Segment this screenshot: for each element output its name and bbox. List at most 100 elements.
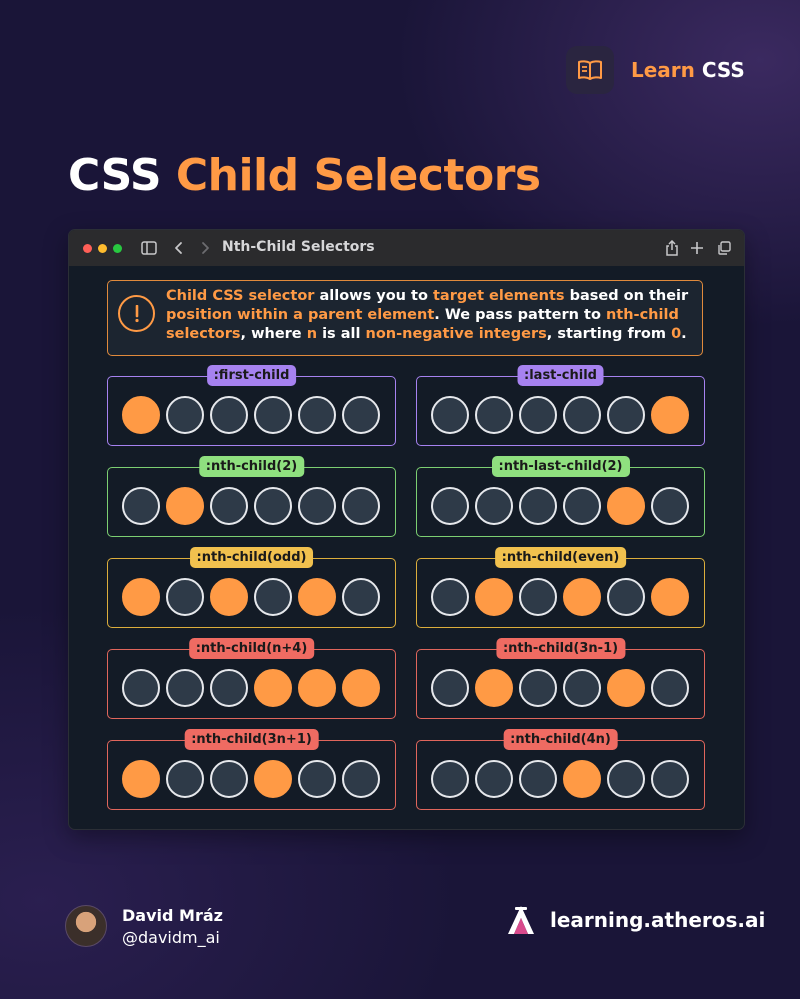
selected-child-circle: [122, 578, 160, 616]
browser-window: Nth-Child Selectors Child CSS selector a…: [68, 229, 745, 830]
page-title-white: CSS: [68, 150, 162, 201]
child-circle: [519, 578, 557, 616]
child-circle: [342, 578, 380, 616]
selector-label: :nth-child(even): [494, 547, 627, 568]
brand-name: Learn CSS: [631, 58, 745, 82]
selector-label: :nth-child(3n+1): [184, 729, 319, 750]
atheros-logo-icon: [508, 906, 534, 934]
selector-example: :first-child: [107, 365, 396, 446]
selector-example: :nth-child(odd): [107, 547, 396, 628]
child-circle: [431, 669, 469, 707]
selected-child-circle: [563, 760, 601, 798]
info-segment: allows you to: [314, 288, 433, 304]
selected-child-circle: [475, 578, 513, 616]
selected-child-circle: [651, 578, 689, 616]
child-circle: [431, 487, 469, 525]
child-circle: [254, 396, 292, 434]
child-circle: [342, 487, 380, 525]
child-circle: [607, 760, 645, 798]
back-icon[interactable]: [170, 239, 188, 257]
selector-example: :nth-last-child(2): [416, 456, 705, 537]
new-tab-icon[interactable]: [688, 239, 706, 257]
brand: Learn CSS: [566, 46, 745, 94]
info-highlight: Child CSS selector: [166, 288, 315, 304]
selector-example: :nth-child(n+4): [107, 638, 396, 719]
page-title: CSS Child Selectors: [68, 150, 541, 201]
child-circle: [651, 669, 689, 707]
child-circle: [254, 578, 292, 616]
selector-example: :nth-child(2): [107, 456, 396, 537]
selected-child-circle: [210, 578, 248, 616]
child-circle: [210, 669, 248, 707]
selected-child-circle: [298, 669, 336, 707]
author-handle: @davidm_ai: [122, 927, 220, 947]
info-segment: is all: [317, 326, 366, 342]
child-circle: [122, 487, 160, 525]
child-circle: [475, 396, 513, 434]
info-text: Child CSS selector allows you to target …: [166, 287, 696, 344]
child-circle: [210, 396, 248, 434]
selected-child-circle: [298, 578, 336, 616]
selector-example: :nth-child(4n): [416, 729, 705, 810]
child-circle: [298, 760, 336, 798]
window-title: Nth-Child Selectors: [222, 239, 375, 255]
child-circle: [210, 487, 248, 525]
child-circle: [563, 487, 601, 525]
selector-label: :nth-child(n+4): [188, 638, 315, 659]
child-circle: [519, 396, 557, 434]
child-circle: [166, 760, 204, 798]
child-circle: [166, 669, 204, 707]
info-highlight: target elements: [432, 288, 565, 304]
sidebar-toggle-icon[interactable]: [140, 239, 158, 257]
selector-label: :nth-child(odd): [189, 547, 314, 568]
selected-child-circle: [254, 669, 292, 707]
info-segment: .: [681, 326, 687, 342]
selected-child-circle: [607, 487, 645, 525]
window-titlebar: Nth-Child Selectors: [69, 230, 744, 266]
child-circle: [166, 396, 204, 434]
close-window-button[interactable]: [83, 244, 92, 253]
child-circle: [607, 396, 645, 434]
selector-example: :nth-child(even): [416, 547, 705, 628]
child-circle: [122, 669, 160, 707]
selected-child-circle: [254, 760, 292, 798]
child-circle: [519, 669, 557, 707]
selected-child-circle: [475, 669, 513, 707]
minimize-window-button[interactable]: [98, 244, 107, 253]
selector-label: :nth-child(2): [198, 456, 305, 477]
child-circle: [651, 487, 689, 525]
info-callout: Child CSS selector allows you to target …: [107, 280, 703, 356]
selector-label: :nth-child(3n-1): [495, 638, 626, 659]
book-icon: [566, 46, 614, 94]
author: David Mráz @davidm_ai: [65, 905, 223, 947]
child-circle: [210, 760, 248, 798]
child-circle: [166, 578, 204, 616]
child-circle: [342, 396, 380, 434]
selector-label: :last-child: [517, 365, 604, 386]
selector-label: :nth-last-child(2): [491, 456, 630, 477]
selected-child-circle: [607, 669, 645, 707]
selected-child-circle: [122, 396, 160, 434]
info-highlight: nth-child selectors: [166, 307, 679, 342]
selector-example: :last-child: [416, 365, 705, 446]
maximize-window-button[interactable]: [113, 244, 122, 253]
selector-label: :first-child: [206, 365, 297, 386]
info-segment: based on their: [564, 288, 689, 304]
forward-icon[interactable]: [196, 239, 214, 257]
page-title-orange: Child Selectors: [175, 150, 541, 201]
share-icon[interactable]: [663, 239, 681, 257]
info-segment: , starting from: [546, 326, 672, 342]
info-segment: , where: [240, 326, 307, 342]
selected-child-circle: [651, 396, 689, 434]
child-circle: [254, 487, 292, 525]
tabs-overview-icon[interactable]: [715, 239, 733, 257]
child-circle: [431, 396, 469, 434]
brand-plain: CSS: [701, 58, 745, 82]
info-highlight: non-negative integers: [365, 326, 547, 342]
child-circle: [431, 760, 469, 798]
child-circle: [342, 760, 380, 798]
child-circle: [519, 760, 557, 798]
selected-child-circle: [122, 760, 160, 798]
selector-example: :nth-child(3n-1): [416, 638, 705, 719]
site-url: learning.atheros.ai: [550, 908, 766, 932]
